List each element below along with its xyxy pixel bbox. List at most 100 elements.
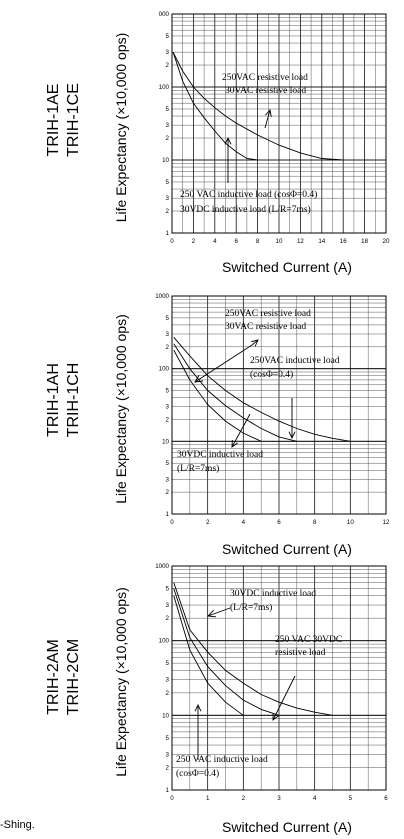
x-tick-label: 10 <box>347 519 354 526</box>
annotation-label: (L/R=7ms) <box>230 602 272 613</box>
x-tick-label: 8 <box>256 238 260 245</box>
y-tick-label: 2 <box>166 615 170 622</box>
x-tick-label: 12 <box>297 238 304 245</box>
x-tick-label: 0 <box>170 519 174 526</box>
annotation-label: resistive load <box>275 648 326 658</box>
series-line <box>172 51 344 161</box>
y-tick-label: 3 <box>166 49 170 56</box>
chart-panel: 1000 5 3 2 100 5 3 2 10 5 3 2 10 2 4 6 8 10 12 250VAC resis… <box>45 293 390 557</box>
y-tick-label: 1000 <box>155 293 169 300</box>
y-tick-label: 3 <box>166 751 170 758</box>
y-tick-label: 2 <box>166 416 170 423</box>
annotation-label: 30VDC inductive load <box>230 589 316 599</box>
annotation-label: 250VAC resistive load <box>225 309 311 319</box>
y-tick-label: 5 <box>166 585 170 592</box>
arrow-head <box>194 703 202 712</box>
y-tick-label: 5 <box>166 460 170 467</box>
x-tick-label: 16 <box>340 238 347 245</box>
model-label: TRIH-1CE <box>65 83 82 157</box>
annotation-label: (L/R=7ms) <box>177 463 219 474</box>
x-tick-label: 8 <box>313 519 317 526</box>
y-tick-label: 3 <box>166 331 170 338</box>
x-tick-label: 1 <box>206 795 210 802</box>
series-line <box>173 588 280 716</box>
y-tick-label: 5 <box>166 106 170 113</box>
annotation-label: 30VAC resistive load <box>225 322 306 332</box>
y-tick-label: 1 <box>166 230 170 237</box>
y-tick-label: 5 <box>166 660 170 667</box>
y-tick-label: 100 <box>159 366 170 373</box>
y-tick-label: 2 <box>166 62 170 69</box>
plot-frame <box>171 295 387 515</box>
model-label: TRIH-1AE <box>45 84 62 157</box>
y-axis-label: Life Expectancy (×10,000 ops) <box>113 33 129 223</box>
y-axis-label: Life Expectancy (×10,000 ops) <box>113 587 129 777</box>
x-tick-label: 2 <box>242 795 246 802</box>
y-tick-label: 3 <box>166 476 170 483</box>
x-tick-label: 2 <box>206 519 210 526</box>
x-tick-label: 14 <box>318 238 325 245</box>
y-tick-label: 3 <box>166 404 170 411</box>
series-line <box>173 582 333 716</box>
y-tick-label: 100 <box>159 638 170 645</box>
annotation-arrow <box>231 413 251 448</box>
model-label: TRIH-1AH <box>45 363 62 437</box>
model-label: TRIH-1CH <box>65 363 82 438</box>
footer-text: -Shing. <box>0 819 35 831</box>
x-tick-label: 6 <box>384 795 388 802</box>
arrow-head <box>272 712 279 721</box>
y-tick-label: 3 <box>166 602 170 609</box>
x-tick-label: 18 <box>361 238 368 245</box>
series-line <box>173 343 297 442</box>
y-tick-label: 100 <box>159 84 170 91</box>
x-tick-label: 2 <box>192 238 196 245</box>
y-tick-label: 5 <box>166 315 170 322</box>
annotation-label: 250 VAC inductive load (cosΦ=0.4) <box>180 189 317 200</box>
x-tick-label: 0 <box>170 238 174 245</box>
y-tick-label: 2 <box>166 489 170 496</box>
y-tick-label: 1 <box>166 787 170 794</box>
series-line <box>172 52 258 161</box>
annotation-label: 30VDC inductive load <box>177 450 263 460</box>
y-tick-label: 5 <box>166 179 170 186</box>
plot-frame <box>171 13 387 234</box>
annotation-arrow <box>194 344 253 383</box>
y-tick-label: 3 <box>166 195 170 202</box>
x-tick-label: 6 <box>234 238 238 245</box>
annotation-label: 250 VAC 30VDC <box>275 635 342 645</box>
model-label: TRIH-2CM <box>65 639 82 715</box>
chart-panel: 000 5 3 2 100 5 3 2 10 5 3 2 10 2 4 6 8 10 12 14 16 18 20 250VA… <box>45 11 390 275</box>
x-tick-label: 10 <box>276 238 283 245</box>
y-tick-label: 5 <box>166 388 170 395</box>
y-tick-label: 2 <box>166 690 170 697</box>
arrow-head <box>231 439 238 448</box>
x-tick-label: 20 <box>383 238 390 245</box>
x-tick-label: 5 <box>349 795 353 802</box>
annotation-arrow <box>272 675 296 721</box>
y-tick-label: 10 <box>162 712 169 719</box>
y-tick-label: 10 <box>162 157 169 164</box>
y-tick-label: 2 <box>166 344 170 351</box>
arrow-head <box>194 374 203 383</box>
x-tick-label: 4 <box>242 519 246 526</box>
series-line <box>173 595 244 716</box>
annotation-label: 250VAC resistive load <box>222 73 308 83</box>
arrow-head <box>224 136 232 145</box>
y-tick-label: 1 <box>166 511 170 518</box>
series-line <box>173 349 262 442</box>
y-tick-label: 3 <box>166 122 170 129</box>
arrow-head <box>207 609 217 618</box>
arrow-head <box>265 109 272 117</box>
x-tick-label: 12 <box>383 519 390 526</box>
x-axis-label: Switched Current (A) <box>222 259 352 275</box>
y-tick-label: 10 <box>162 438 169 445</box>
annotation-arrow <box>264 109 271 129</box>
arrow-head <box>251 339 259 347</box>
y-tick-label: 5 <box>166 33 170 40</box>
annotation-label: 30VDC inductive load (L/R=7ms) <box>180 204 311 215</box>
annotation-arrow <box>251 339 259 346</box>
annotation-label: 250VAC inductive load <box>250 356 340 366</box>
arrow-head <box>288 431 296 440</box>
